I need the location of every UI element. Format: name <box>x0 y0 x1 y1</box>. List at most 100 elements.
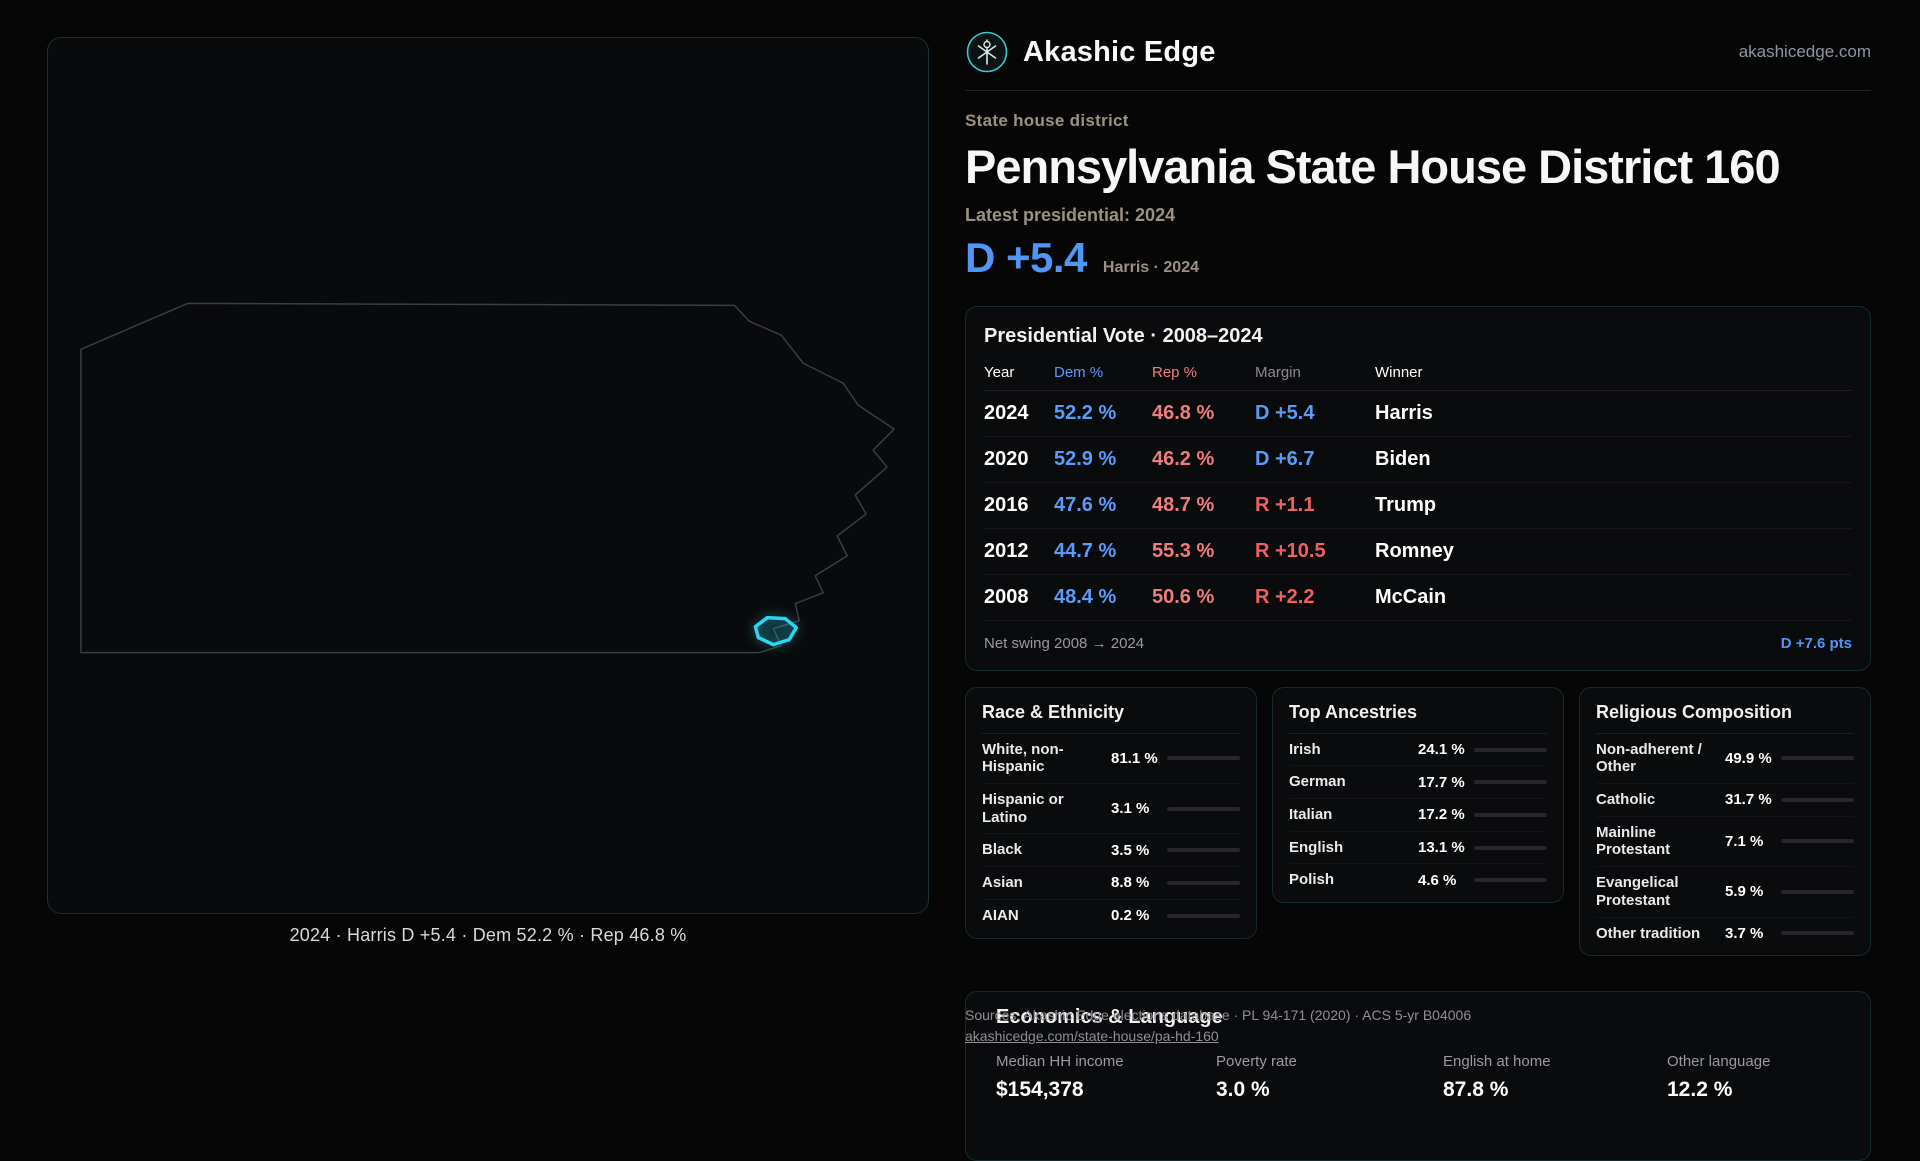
demo-row-white-non-hispanic: White, non-Hispanic 81.1 % <box>982 734 1240 785</box>
pres-margin: D +5.4 <box>1255 390 1375 437</box>
net-swing-value: D +7.6 pts <box>1780 634 1852 652</box>
sources-permalink[interactable]: akashicedge.com/state-house/pa-hd-160 <box>965 1028 1219 1044</box>
pres-margin: R +1.1 <box>1255 482 1375 529</box>
demo-label: Hispanic or Latino <box>982 791 1064 826</box>
econ-stat-median-hh-income: Median HH income $154,378 <box>996 1053 1216 1102</box>
pres-winner: Harris <box>1375 390 1852 437</box>
pres-winner: Biden <box>1375 436 1852 483</box>
demo-row-catholic: Catholic 31.7 % <box>1596 784 1854 817</box>
pres-year: 2016 <box>984 482 1054 529</box>
presidential-table-body: 2024 52.2 % 46.8 % D +5.4 Harris 2020 52.9 % 46… <box>984 390 1852 621</box>
demo-bar <box>1781 931 1854 936</box>
brand-logo-icon <box>966 31 1008 73</box>
demo-label: German <box>1289 773 1346 791</box>
demo-label: Irish <box>1289 740 1321 758</box>
headline-margin: D +5.4 Harris · 2024 <box>965 234 1871 282</box>
pres-rep-pct: 46.8 % <box>1152 390 1255 437</box>
pres-dem-pct: 52.2 % <box>1054 390 1152 437</box>
presidential-vote-card: Presidential Vote · 2008–2024 Year Dem % R… <box>965 305 1871 671</box>
pres-winner: McCain <box>1375 574 1852 621</box>
demo-bar <box>1474 878 1547 883</box>
demo-bar <box>1474 812 1547 817</box>
demo-bar <box>1167 880 1240 885</box>
demo-bar <box>1167 848 1240 853</box>
pres-year: 2020 <box>984 436 1054 483</box>
demo-row-english: English 13.1 % <box>1289 832 1547 865</box>
pres-rep-pct: 48.7 % <box>1152 482 1255 529</box>
stat-value: 87.8 % <box>1443 1078 1509 1102</box>
demo-bar <box>1474 747 1547 752</box>
demo-bar <box>1167 913 1240 918</box>
net-swing-row: Net swing 2008 → 2024 D +7.6 pts <box>984 621 1852 652</box>
economics-stats: Median HH income $154,378 Poverty rate 3.0 … <box>996 1053 1840 1102</box>
pres-dem-pct: 47.6 % <box>1054 482 1152 529</box>
demo-value: 4.6 % <box>1418 871 1457 889</box>
demo-label: Asian <box>982 874 1023 892</box>
pres-dem-pct: 44.7 % <box>1054 528 1152 575</box>
pres-row-2024: 2024 52.2 % 46.8 % D +5.4 Harris <box>984 390 1852 437</box>
col-header-winner: Winner <box>1375 353 1852 391</box>
pres-row-2008: 2008 48.4 % 50.6 % R +2.2 McCain <box>984 574 1852 621</box>
demo-label: AIAN <box>982 906 1019 924</box>
demo-value: 49.9 % <box>1725 749 1772 767</box>
stat-label: English at home <box>1443 1053 1551 1071</box>
demo-value: 17.2 % <box>1418 806 1465 824</box>
demo-bar <box>1781 839 1854 844</box>
col-header-dem: Dem % <box>1054 353 1152 391</box>
demo-bar <box>1167 756 1240 761</box>
site-header: Akashic Edge akashicedge.com <box>965 30 1871 91</box>
demo-row-black: Black 3.5 % <box>982 834 1240 868</box>
stat-value: $154,378 <box>996 1078 1084 1102</box>
demo-label: Other tradition <box>1596 924 1701 942</box>
page-title: Pennsylvania State House District 160 <box>965 140 1781 193</box>
stat-value: 3.0 % <box>1216 1078 1270 1102</box>
col-header-margin: Margin <box>1255 353 1375 391</box>
demo-row-aian: AIAN 0.2 % <box>982 900 1240 932</box>
pres-dem-pct: 48.4 % <box>1054 574 1152 621</box>
economics-card-title: Economics & Language <box>996 1006 1223 1029</box>
demo-row-evangelical-protestant: Evangelical Protestant 5.9 % <box>1596 867 1854 918</box>
demo-bar <box>1474 780 1547 785</box>
district-map-panel <box>47 37 929 914</box>
pres-margin: R +10.5 <box>1255 528 1375 575</box>
margin-note: Harris · 2024 <box>1102 258 1199 276</box>
demo-card-race-ethnicity: Race & Ethnicity White, non-Hispanic 81.1 … <box>965 686 1257 939</box>
pres-row-2020: 2020 52.9 % 46.2 % D +6.7 Biden <box>984 436 1852 483</box>
stat-label: Other language <box>1667 1053 1771 1071</box>
econ-stat-english-at-home: English at home 87.8 % <box>1443 1053 1667 1102</box>
demo-card-title: Race & Ethnicity <box>982 702 1240 734</box>
pres-year: 2008 <box>984 574 1054 621</box>
economics-card: Economics & Language Median HH income $15… <box>965 991 1871 1161</box>
presidential-table-header: Year Dem % Rep % Margin Winner <box>984 353 1852 391</box>
pres-rep-pct: 46.2 % <box>1152 436 1255 483</box>
demo-bar <box>1781 756 1854 761</box>
stat-label: Poverty rate <box>1216 1053 1297 1071</box>
pres-dem-pct: 52.9 % <box>1054 436 1152 483</box>
demo-row-hispanic-or-latino: Hispanic or Latino 3.1 % <box>982 784 1240 835</box>
brand-name: Akashic Edge <box>1023 35 1216 68</box>
demo-value: 3.7 % <box>1725 924 1764 942</box>
presidential-table: Year Dem % Rep % Margin Winner 2024 52.2 % 46.… <box>984 353 1852 621</box>
demo-bar <box>1474 845 1547 850</box>
pres-winner: Romney <box>1375 528 1852 575</box>
demo-bar <box>1781 889 1854 894</box>
demo-row-asian: Asian 8.8 % <box>982 867 1240 900</box>
pres-margin: R +2.2 <box>1255 574 1375 621</box>
stat-value: 12.2 % <box>1667 1078 1733 1102</box>
econ-stat-poverty-rate: Poverty rate 3.0 % <box>1216 1053 1443 1102</box>
col-header-rep: Rep % <box>1152 353 1255 391</box>
pres-year: 2024 <box>984 390 1054 437</box>
stat-label: Median HH income <box>996 1053 1124 1071</box>
margin-value: D +5.4 <box>965 233 1087 281</box>
latest-presidential-label: Latest presidential: 2024 <box>965 204 1176 225</box>
pres-row-2012: 2012 44.7 % 55.3 % R +10.5 Romney <box>984 528 1852 575</box>
brand-domain-link[interactable]: akashicedge.com <box>1738 42 1871 61</box>
demo-card-religious-composition: Religious Composition Non-adherent / Othe… <box>1579 686 1871 957</box>
demographics-row: Race & Ethnicity White, non-Hispanic 81.1 … <box>965 686 1871 957</box>
district-shape[interactable] <box>753 615 799 647</box>
presidential-card-title: Presidential Vote · 2008–2024 <box>984 324 1263 347</box>
map-caption: 2024 · Harris D +5.4 · Dem 52.2 % · Rep … <box>289 925 687 945</box>
demo-card-top-ancestries: Top Ancestries Irish 24.1 % German 17.7 % Ita… <box>1272 686 1564 904</box>
state-outline <box>80 302 895 654</box>
pres-year: 2012 <box>984 528 1054 575</box>
